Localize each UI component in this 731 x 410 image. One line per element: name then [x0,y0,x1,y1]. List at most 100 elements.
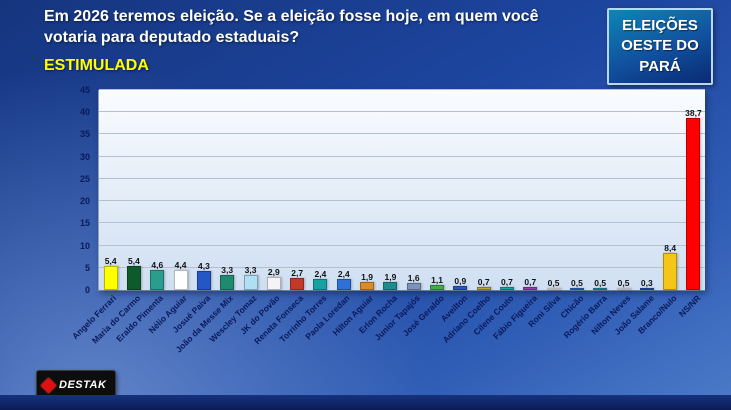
bar-value-label: 1,9 [384,271,397,282]
y-tick-label: 40 [79,107,90,118]
bar: 2,9 [266,267,281,290]
y-tick-label: 25 [79,173,90,184]
subtitle-estimulada: ESTIMULADA [44,57,149,74]
gridline [99,89,705,90]
bar-value-label: 4,4 [174,260,187,271]
y-tick-label: 5 [84,262,90,273]
gridline [99,133,705,135]
gridline [99,266,705,268]
bar-value-label: 2,9 [267,267,280,278]
bar: 0,5 [593,278,608,290]
y-axis: 0 5 10 15 20 25 30 35 40 45 [60,85,96,295]
bar: 38,7 [685,108,702,290]
bar-slot: 0,5 [589,90,612,290]
bar: 0,7 [499,277,514,290]
bar: 2,4 [313,269,328,290]
bar-slot: 3,3 [216,90,239,290]
bar-slot: 1,1 [425,90,448,290]
bar-value-label: 8,4 [664,242,677,253]
bar-slot: 1,9 [379,90,402,290]
bar: 2,4 [336,269,351,290]
bar: 1,6 [406,273,421,290]
plot-area: 5,4 5,4 4,6 4,4 4,3 3,3 3,3 2,9 2,7 2,4 2,4 1,9 1,9 1… [98,89,705,291]
bars-container: 5,4 5,4 4,6 4,4 4,3 3,3 3,3 2,9 2,7 2,4 2,4 1,9 1,9 1… [99,90,705,290]
x-category-label: NS/NR [676,293,703,319]
bar-slot: 0,5 [612,90,635,290]
bar-slot: 2,9 [262,90,285,290]
gridline [99,222,705,224]
bar-value-label: 2,4 [314,269,327,280]
bar: 8,4 [663,243,678,290]
bar-slot: 0,5 [565,90,588,290]
bar-slot: 1,9 [355,90,378,290]
bar: 0,5 [569,278,584,290]
bar-value-label: 3,3 [244,265,257,276]
bar-slot: 0,7 [472,90,495,290]
page-title: Em 2026 teremos eleição. Se a eleição fo… [44,8,539,46]
destak-logo-icon [40,377,57,393]
y-tick-label: 35 [79,129,90,140]
bar-value-label: 2,7 [291,268,304,278]
bar-value-label: 0,5 [594,277,607,288]
bar-slot: 2,7 [286,90,309,290]
bar-slot: 1,6 [402,90,425,290]
bar-slot: 5,4 [99,90,122,290]
bar: 0,5 [546,278,561,290]
bar-slot: 5,4 [122,90,145,290]
y-tick-label: 15 [79,218,90,229]
bar-value-label: 2,4 [337,269,350,280]
bar-value-label: 1,1 [431,275,443,286]
bar-slot: 2,4 [309,90,332,290]
gridline [99,200,705,202]
bar-slot: 4,4 [169,90,192,290]
bar-value-label: 0,5 [570,277,583,288]
bar: 2,7 [290,268,305,290]
bar: 5,4 [126,256,141,290]
bar: 1,9 [360,272,375,290]
bar-slot: 4,6 [146,90,169,290]
bar: 1,1 [430,275,445,290]
bar-value-label: 4,3 [197,260,210,271]
bar-slot: 0,3 [635,90,658,290]
bar-value-label: 0,3 [640,278,653,288]
bar-slot: 4,3 [192,90,215,290]
gridline [99,244,705,246]
bar-slot: 0,7 [519,90,542,290]
y-tick-label: 30 [79,151,90,162]
bar: 0,9 [453,276,468,290]
y-tick-label: 20 [79,196,90,207]
bar-value-label: 38,7 [685,108,702,118]
bottom-band [0,395,731,410]
gridline [99,177,705,179]
bar-slot: 2,4 [332,90,355,290]
bar: 4,6 [150,260,165,290]
gridline [99,155,705,157]
y-tick-label: 0 [84,285,90,295]
bar-slot: 0,5 [542,90,565,290]
bar-value-label: 0,9 [454,276,467,286]
bar-value-label: 5,4 [128,256,140,266]
gridline [99,111,705,113]
bar-value-label: 0,5 [547,277,560,288]
bar-slot: 38,7 [682,90,705,290]
bar-value-label: 0,7 [524,276,537,287]
bar-value-label: 0,7 [501,276,513,287]
event-badge: ELEIÇÕES OESTE DO PARÁ [607,8,713,85]
bar-chart: 0 5 10 15 20 25 30 35 40 45 5,4 5,4 4,6 4,4 4,3 3,3 3,3… [60,85,705,375]
bar: 0,3 [639,278,654,290]
bar: 3,3 [220,265,235,290]
bar-slot: 0,9 [449,90,472,290]
bar: 0,7 [523,277,538,290]
bar-value-label: 1,9 [361,271,373,282]
bar-value-label: 0,5 [617,277,630,288]
bar: 5,4 [103,256,118,290]
bar-slot: 3,3 [239,90,262,290]
bar-value-label: 0,7 [477,276,490,287]
bar-value-label: 3,3 [221,265,234,276]
y-tick-label: 10 [79,240,90,251]
bar-slot: 8,4 [659,90,682,290]
bar: 1,9 [383,272,398,290]
bar-value-label: 1,6 [407,272,420,283]
y-tick-label: 45 [79,85,90,95]
bar-value-label: 5,4 [104,256,117,266]
